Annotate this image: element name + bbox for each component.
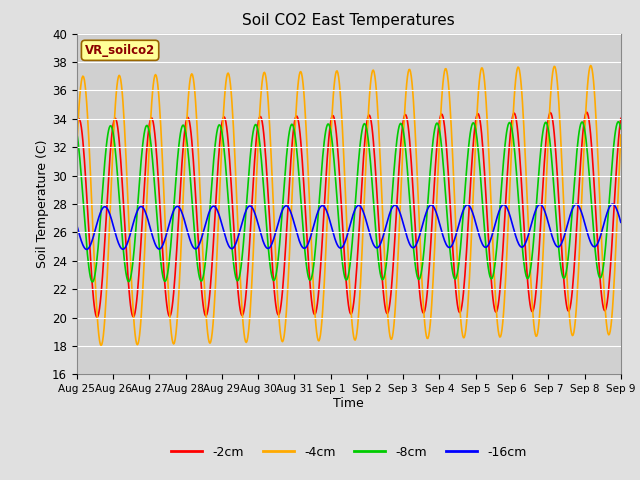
Y-axis label: Soil Temperature (C): Soil Temperature (C)	[36, 140, 49, 268]
Text: VR_soilco2: VR_soilco2	[85, 44, 156, 57]
Title: Soil CO2 East Temperatures: Soil CO2 East Temperatures	[243, 13, 455, 28]
Legend: -2cm, -4cm, -8cm, -16cm: -2cm, -4cm, -8cm, -16cm	[166, 441, 531, 464]
X-axis label: Time: Time	[333, 397, 364, 410]
